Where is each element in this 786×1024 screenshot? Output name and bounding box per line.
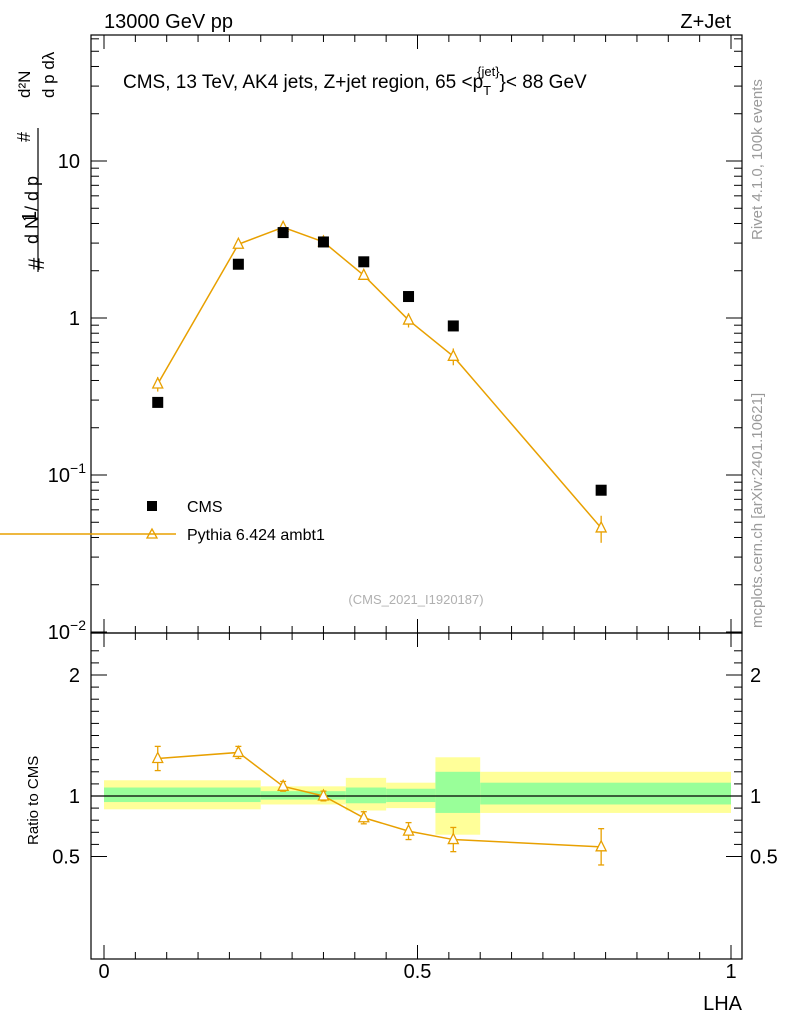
main-y-tick-label: 10−1 bbox=[48, 460, 86, 487]
ratio-band-inner bbox=[104, 787, 261, 803]
y-label-numerator-hash: # bbox=[24, 257, 49, 270]
pythia-main-point bbox=[402, 312, 415, 325]
legend-cms-label: CMS bbox=[187, 499, 223, 516]
ratio-uncertainty-bands bbox=[91, 757, 742, 835]
cms-main-point bbox=[317, 236, 329, 248]
cms-main-point bbox=[595, 484, 607, 496]
ratio-axis-ticks: 0.5 0.5 1 1 2 2 0 0.5 1 bbox=[52, 633, 778, 983]
pythia-ratio-point bbox=[151, 751, 164, 764]
chart-title-main: CMS, 13 TeV, AK4 jets, Z+jet region, 65 … bbox=[123, 72, 483, 93]
ratio-x-tick-label: 0 bbox=[98, 961, 109, 983]
ratio-data-marks bbox=[151, 744, 608, 866]
cms-main-point bbox=[358, 256, 370, 268]
chart-title: CMS, 13 TeV, AK4 jets, Z+jet region, 65 … bbox=[123, 64, 587, 98]
legend: CMS Pythia 6.424 ambt1 bbox=[0, 499, 325, 544]
ratio-band-inner bbox=[480, 782, 731, 805]
y-label-denominator: d N / d p bbox=[22, 176, 42, 244]
ratio-y-tick-label: 2 bbox=[69, 665, 80, 687]
pythia-main-point bbox=[595, 520, 608, 533]
ratio-band-inner bbox=[345, 787, 387, 804]
ratio-band-inner bbox=[386, 788, 436, 803]
pythia-main-point bbox=[447, 348, 460, 361]
main-data-marks bbox=[151, 219, 608, 543]
cms-main-point bbox=[403, 291, 415, 303]
y-label-hash2: # bbox=[14, 132, 34, 142]
y-label-one: 1 bbox=[19, 211, 41, 222]
main-y-axis-ticks bbox=[91, 35, 742, 633]
pythia-ratio-point bbox=[357, 810, 370, 823]
chart-title-sub: T bbox=[483, 83, 491, 98]
ratio-y-tick-label-right: 2 bbox=[750, 665, 761, 687]
main-y-axis-label: # 1 d N / d p # d²N d p dλ bbox=[14, 51, 58, 272]
rivet-version-label: Rivet 4.1.0, 100k events bbox=[749, 79, 766, 240]
ratio-y-tick-label-right: 0.5 bbox=[750, 847, 778, 869]
main-y-tick-label: 10−2 bbox=[48, 617, 86, 644]
pythia-main-line bbox=[157, 226, 602, 529]
y-label-dpt-dl: d p dλ bbox=[39, 51, 58, 98]
pythia-ratio-line bbox=[157, 751, 602, 848]
ratio-x-tick-label: 0.5 bbox=[404, 961, 432, 983]
cms-main-point bbox=[277, 227, 289, 239]
ratio-y-tick-label: 0.5 bbox=[52, 847, 80, 869]
legend-pythia-marker bbox=[145, 527, 159, 539]
legend-cms-marker bbox=[147, 501, 157, 511]
pythia-ratio-point bbox=[232, 744, 245, 758]
pythia-ratio-point bbox=[447, 832, 460, 845]
ratio-y-tick-label-right: 1 bbox=[750, 786, 761, 808]
pythia-main-point bbox=[357, 267, 370, 280]
ratio-x-tick-label: 1 bbox=[725, 961, 736, 983]
pythia-ratio-point bbox=[277, 778, 290, 791]
cms-main-point bbox=[232, 258, 244, 270]
header-left-label: 13000 GeV pp bbox=[104, 11, 233, 33]
x-axis-label: LHA bbox=[703, 993, 743, 1015]
main-y-tick-label: 10 bbox=[58, 151, 80, 173]
pythia-ratio-point bbox=[402, 823, 415, 836]
watermark: (CMS_2021_I1920187) bbox=[348, 592, 483, 607]
ratio-y-axis-label: Ratio to CMS bbox=[25, 756, 42, 845]
pythia-main-point bbox=[151, 376, 164, 389]
legend-pythia-label: Pythia 6.424 ambt1 bbox=[187, 527, 325, 544]
pythia-main-point bbox=[232, 236, 245, 249]
pythia-ratio-point bbox=[595, 839, 608, 852]
chart-title-end: }< 88 GeV bbox=[500, 72, 587, 93]
chart-title-sup: {jet} bbox=[477, 64, 500, 79]
cms-main-point bbox=[447, 320, 459, 332]
ratio-band-inner bbox=[260, 791, 346, 800]
mcplots-label: mcplots.cern.ch [arXiv:2401.10621] bbox=[749, 393, 766, 628]
main-y-tick-labels: 10 1 10−1 10−2 bbox=[48, 151, 86, 644]
header-right-label: Z+Jet bbox=[680, 11, 731, 33]
ratio-y-tick-label: 1 bbox=[69, 786, 80, 808]
main-y-tick-label: 1 bbox=[69, 308, 80, 330]
pythia-ratio-point bbox=[317, 788, 330, 801]
y-label-d2n: d²N bbox=[15, 71, 34, 98]
ratio-band-inner bbox=[435, 771, 481, 813]
cms-main-point bbox=[152, 396, 164, 408]
